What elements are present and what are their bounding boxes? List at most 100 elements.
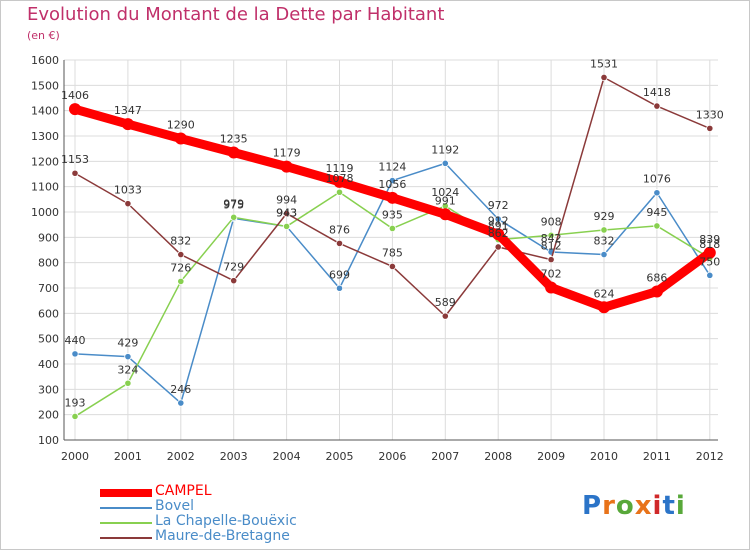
data-label: 991 <box>435 194 456 207</box>
data-point <box>230 277 238 285</box>
data-label: 686 <box>646 272 667 285</box>
data-label: 832 <box>594 235 615 248</box>
data-point <box>124 353 132 361</box>
data-label: 1033 <box>114 184 142 197</box>
x-tick-label: 2004 <box>273 450 301 463</box>
data-point <box>439 208 452 221</box>
logo-letter: t <box>662 491 676 521</box>
data-label: 1192 <box>431 143 459 156</box>
legend-label-maure-de-bretagne: Maure-de-Bretagne <box>155 528 290 544</box>
x-tick-label: 2012 <box>696 450 724 463</box>
data-label: 945 <box>646 206 667 219</box>
x-tick-label: 2001 <box>114 450 142 463</box>
data-label: 1119 <box>326 162 354 175</box>
data-label: 1235 <box>220 132 248 145</box>
legend-item-la-chapelle-bouexic: La Chapelle-Bouëxic <box>100 513 360 530</box>
data-label: 440 <box>65 334 86 347</box>
data-label: 624 <box>594 287 615 300</box>
data-label: 891 <box>488 220 509 233</box>
legend-item-bovel: Bovel <box>100 498 360 515</box>
y-tick-label: 1200 <box>31 155 59 168</box>
data-label: 912 <box>488 214 509 227</box>
data-point <box>388 224 396 233</box>
data-label: 1124 <box>378 161 406 174</box>
data-label: 929 <box>594 210 615 223</box>
data-point <box>335 188 344 196</box>
data-label: 1179 <box>273 147 301 160</box>
data-point <box>545 281 558 294</box>
data-point <box>71 412 79 421</box>
data-point <box>230 213 238 221</box>
chart-legend: CAMPEL Bovel La Chapelle-Bouëxic Maure-d… <box>100 483 360 545</box>
data-point <box>282 209 291 218</box>
legend-item-maure-de-bretagne: Maure-de-Bretagne <box>100 528 360 545</box>
legend-label-campel: CAMPEL <box>155 483 212 499</box>
legend-swatch-maure-de-bretagne <box>100 536 152 539</box>
y-tick-label: 900 <box>38 231 59 244</box>
y-tick-label: 1300 <box>31 130 59 143</box>
data-point <box>227 146 240 159</box>
data-point <box>650 285 663 298</box>
data-label: 1531 <box>590 57 618 70</box>
legend-label-la-chapelle-bouexic: La Chapelle-Bouëxic <box>155 513 297 529</box>
data-label: 1418 <box>643 86 671 99</box>
data-label: 943 <box>276 206 297 219</box>
data-label: 842 <box>541 232 562 245</box>
data-label: 975 <box>223 198 244 211</box>
data-label: 429 <box>117 337 138 350</box>
legend-swatch-campel <box>100 488 152 497</box>
data-label: 832 <box>170 235 191 248</box>
y-tick-label: 600 <box>38 307 59 320</box>
data-label: 812 <box>541 240 562 253</box>
data-point <box>333 175 346 188</box>
data-point <box>335 239 344 248</box>
y-tick-label: 1400 <box>31 105 59 118</box>
y-tick-label: 200 <box>38 409 59 422</box>
data-point <box>492 228 505 241</box>
data-label: 1024 <box>431 186 459 199</box>
logo-letter: x <box>634 491 653 521</box>
logo-letter: i <box>675 491 686 521</box>
data-label: 699 <box>329 268 350 281</box>
data-point <box>494 243 502 251</box>
y-tick-label: 1600 <box>31 54 59 67</box>
legend-swatch-la-chapelle-bouexic <box>100 521 152 524</box>
proxiti-logo: Proxiti <box>582 491 686 521</box>
data-label: 726 <box>170 261 191 274</box>
data-point <box>388 262 396 271</box>
data-point <box>280 160 293 173</box>
data-point <box>653 102 661 110</box>
x-tick-label: 2000 <box>61 450 89 463</box>
chart-title: Evolution du Montant de la Dette par Hab… <box>27 4 445 25</box>
data-point <box>71 350 79 358</box>
legend-label-bovel: Bovel <box>155 498 194 514</box>
data-point <box>71 169 79 177</box>
data-label: 702 <box>541 267 562 280</box>
data-label: 729 <box>223 261 244 274</box>
y-tick-label: 1000 <box>31 206 59 219</box>
data-point <box>177 277 185 286</box>
data-point <box>441 312 449 320</box>
data-label: 994 <box>276 194 297 207</box>
data-point <box>177 399 185 407</box>
data-label: 1330 <box>696 108 724 121</box>
x-tick-label: 2008 <box>484 450 512 463</box>
y-tick-label: 700 <box>38 282 59 295</box>
data-label: 876 <box>329 223 350 236</box>
data-point <box>494 215 502 223</box>
x-tick-label: 2010 <box>590 450 618 463</box>
data-label: 1078 <box>326 172 354 185</box>
y-tick-label: 500 <box>38 333 59 346</box>
logo-letter: i <box>652 491 663 521</box>
logo-letter: P <box>582 491 603 521</box>
x-tick-label: 2011 <box>643 450 671 463</box>
chart-unit-label: (en €) <box>27 29 60 42</box>
data-label: 246 <box>170 383 191 396</box>
data-label: 785 <box>382 246 403 259</box>
data-label: 1290 <box>167 119 195 132</box>
y-tick-label: 1100 <box>31 181 59 194</box>
data-label: 908 <box>541 215 562 228</box>
legend-swatch-bovel <box>100 506 152 509</box>
x-tick-label: 2009 <box>537 450 565 463</box>
